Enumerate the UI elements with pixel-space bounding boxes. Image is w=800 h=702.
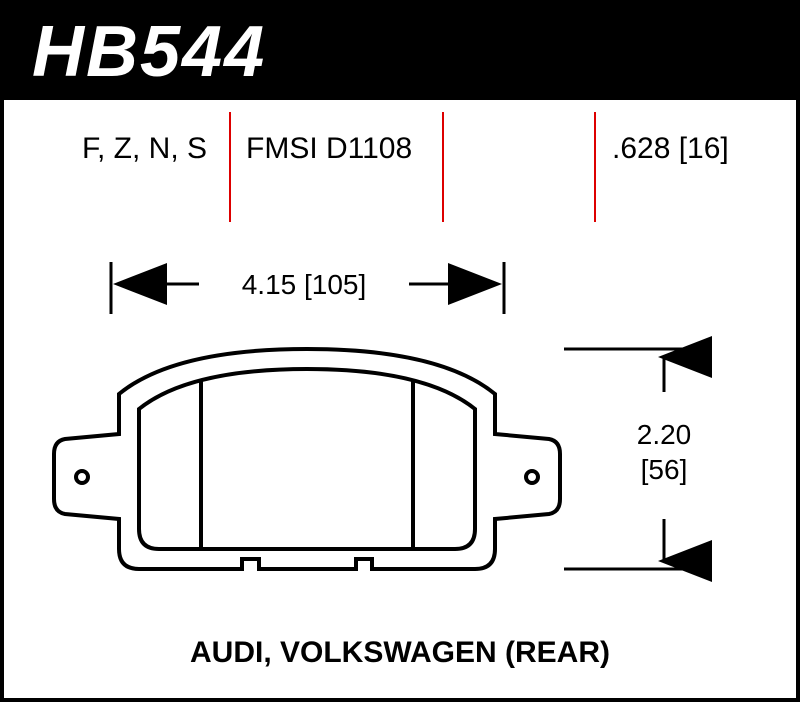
- header-bar: HB544: [4, 4, 796, 100]
- compounds-label: F, Z, N, S: [82, 132, 207, 166]
- fmsi-label: FMSI D1108: [246, 132, 412, 166]
- height-dim-top: 2.20: [637, 419, 692, 450]
- spec-row: F, Z, N, S FMSI D1108 .628 [16]: [4, 124, 796, 204]
- brake-pad-diagram: 4.15 [105] 2.20 [56]: [4, 214, 796, 674]
- pad-outline: [54, 349, 560, 569]
- application-label: AUDI, VOLKSWAGEN (REAR): [4, 636, 796, 670]
- height-dim-bottom: [56]: [641, 454, 688, 485]
- thickness-label: .628 [16]: [612, 132, 729, 166]
- spec-frame: HB544 F, Z, N, S FMSI D1108 .628 [16]: [0, 0, 800, 702]
- width-dim-text: 4.15 [105]: [242, 269, 367, 300]
- part-number: HB544: [32, 11, 266, 93]
